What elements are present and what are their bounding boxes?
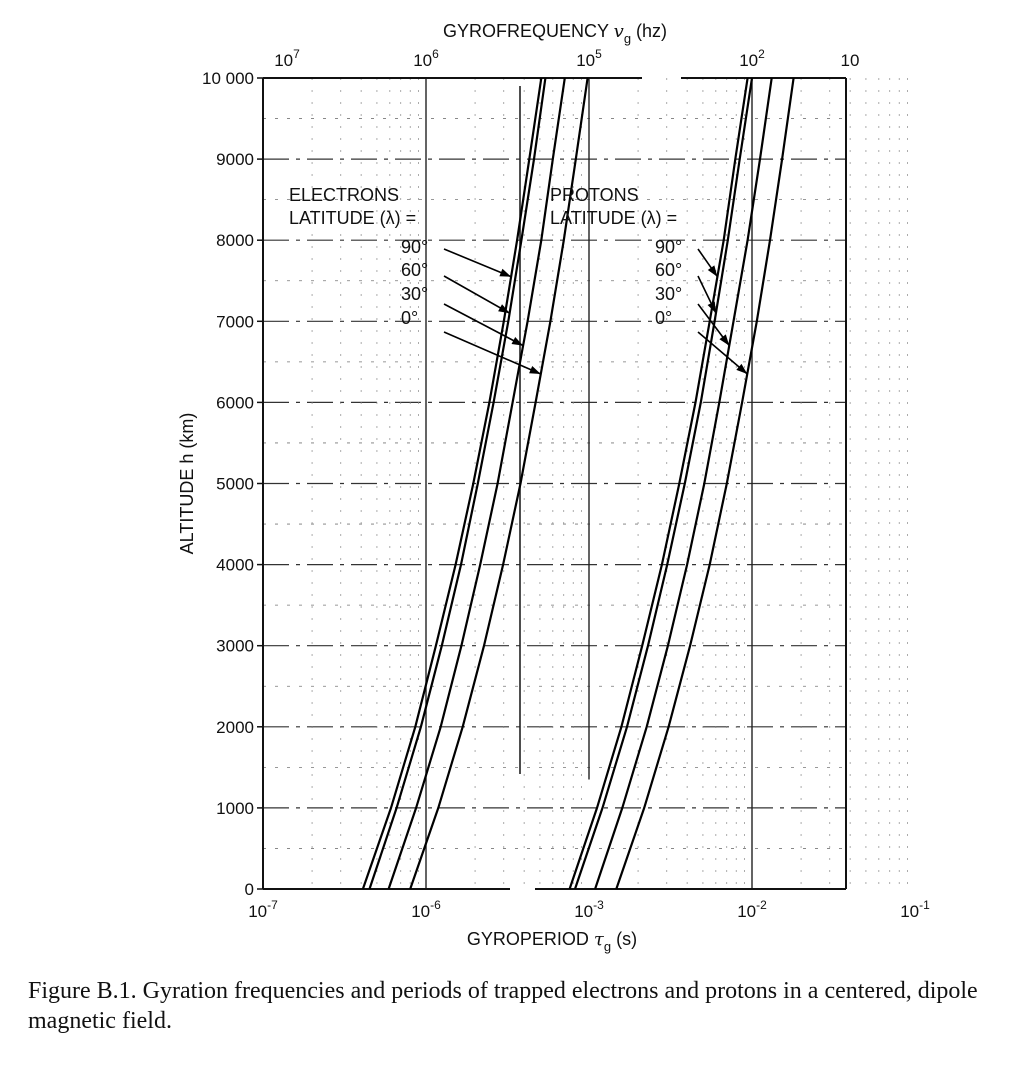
y-tick-label: 1000 <box>216 799 254 818</box>
series-label-electrons: 0° <box>401 308 418 328</box>
figure-caption: Figure B.1. Gyration frequencies and per… <box>28 978 978 1034</box>
x-tick-label-base: 10 <box>248 902 267 921</box>
top-tick-label-exponent: 2 <box>758 47 765 61</box>
top-tick-label-base: 10 <box>274 51 293 70</box>
series-leader-electrons <box>443 331 542 375</box>
series-arrowhead-electrons <box>529 365 541 375</box>
x-tick-label-exponent: -7 <box>267 898 278 912</box>
top-tick-label-exponent: 6 <box>432 47 439 61</box>
x-tick-label: 10-7 <box>248 898 278 921</box>
top-tick-label-base: 10 <box>413 51 432 70</box>
x-tick-label-base: 10 <box>411 902 430 921</box>
series-label-protons: 60° <box>655 260 682 280</box>
series-arrowhead-protons <box>736 363 748 375</box>
panel-latitude-label-protons: LATITUDE (λ) = <box>550 208 677 228</box>
series-arrowhead-protons <box>719 334 730 346</box>
series-arrowhead-protons <box>707 301 716 314</box>
top-tick-label: 10 <box>841 51 860 70</box>
top-tick-label: 106 <box>413 47 439 70</box>
series-label-protons: 90° <box>655 237 682 257</box>
top-tick-label-exponent: 5 <box>595 47 602 61</box>
x-tick-label-base: 10 <box>900 902 919 921</box>
series-arrowhead-electrons <box>498 304 510 314</box>
top-tick-label-exponent: 7 <box>293 47 300 61</box>
x-tick-label: 10-1 <box>900 898 930 921</box>
panel-label-electrons: ELECTRONS <box>289 185 399 205</box>
series-label-electrons: 60° <box>401 260 428 280</box>
curve-protons-30deg <box>594 77 773 890</box>
series-leader-electrons <box>443 303 524 347</box>
series-label-electrons: 30° <box>401 284 428 304</box>
x-axis-title: GYROPERIOD τg (s) <box>467 929 637 954</box>
y-tick-label: 8000 <box>216 231 254 250</box>
x-tick-label-exponent: -1 <box>919 898 930 912</box>
curve-protons-90deg <box>568 77 749 890</box>
panel-label-protons: PROTONS <box>550 185 639 205</box>
y-tick-label: 9000 <box>216 150 254 169</box>
x-tick-label-exponent: -6 <box>430 898 441 912</box>
x-tick-label-base: 10 <box>574 902 593 921</box>
top-tick-label: 102 <box>739 47 765 70</box>
top-axis-title-part: v <box>614 21 624 42</box>
y-tick-label: 4000 <box>216 556 254 575</box>
series-arrowhead-protons <box>707 265 718 277</box>
series-leader-electrons <box>443 248 512 278</box>
y-tick-label: 2000 <box>216 718 254 737</box>
y-axis-title: ALTITUDE h (km) <box>177 413 197 555</box>
y-tick-label: 3000 <box>216 637 254 656</box>
labels: 0 1000 2000 3000 4000 5000 6000 7000 8000 9000 10 … <box>177 21 930 954</box>
top-axis-title-part: (hz) <box>631 21 667 41</box>
x-tick-label: 10-3 <box>574 898 604 921</box>
top-axis-title-part: GYROFREQUENCY <box>443 21 614 41</box>
y-tick-label: 10 000 <box>202 69 254 88</box>
curve-electrons-60deg <box>368 77 547 890</box>
gyration-chart: 0 1000 2000 3000 4000 5000 6000 7000 8000 9000 10 … <box>177 21 930 954</box>
top-tick-label: 107 <box>274 47 300 70</box>
top-axis-title: GYROFREQUENCY vg (hz) <box>443 21 667 46</box>
series-leader-electrons <box>443 275 511 314</box>
top-tick-label: 105 <box>576 47 602 70</box>
top-tick-label-base: 10 <box>841 51 860 70</box>
curves <box>361 77 795 890</box>
x-axis-title-part: (s) <box>611 929 637 949</box>
series-label-protons: 30° <box>655 284 682 304</box>
x-tick-label: 10-6 <box>411 898 441 921</box>
top-tick-label-base: 10 <box>739 51 758 70</box>
curve-electrons-90deg <box>361 77 543 890</box>
y-tick-label: 6000 <box>216 393 254 412</box>
grid <box>263 78 908 889</box>
top-axis-title-part: g <box>624 31 631 46</box>
series-label-electrons: 90° <box>401 237 428 257</box>
series-label-protons: 0° <box>655 308 672 328</box>
curve-electrons-30deg <box>387 77 566 890</box>
x-axis-title-part: g <box>604 939 611 954</box>
series-arrowhead-electrons <box>511 336 524 346</box>
x-axis-title-part: τ <box>594 929 605 950</box>
series-arrowhead-electrons <box>499 268 512 277</box>
curve-protons-60deg <box>573 77 754 890</box>
axes <box>257 77 847 890</box>
y-tick-label: 5000 <box>216 475 254 494</box>
x-tick-label-exponent: -2 <box>756 898 767 912</box>
y-tick-label: 7000 <box>216 312 254 331</box>
y-tick-label: 0 <box>245 880 254 899</box>
curve-protons-0deg <box>615 77 795 890</box>
panel-latitude-label-electrons: LATITUDE (λ) = <box>289 208 416 228</box>
x-tick-label-exponent: -3 <box>593 898 604 912</box>
x-tick-label: 10-2 <box>737 898 767 921</box>
top-tick-label-base: 10 <box>576 51 595 70</box>
x-axis-title-part: GYROPERIOD <box>467 929 594 949</box>
x-tick-label-base: 10 <box>737 902 756 921</box>
curve-electrons-0deg <box>409 77 589 890</box>
